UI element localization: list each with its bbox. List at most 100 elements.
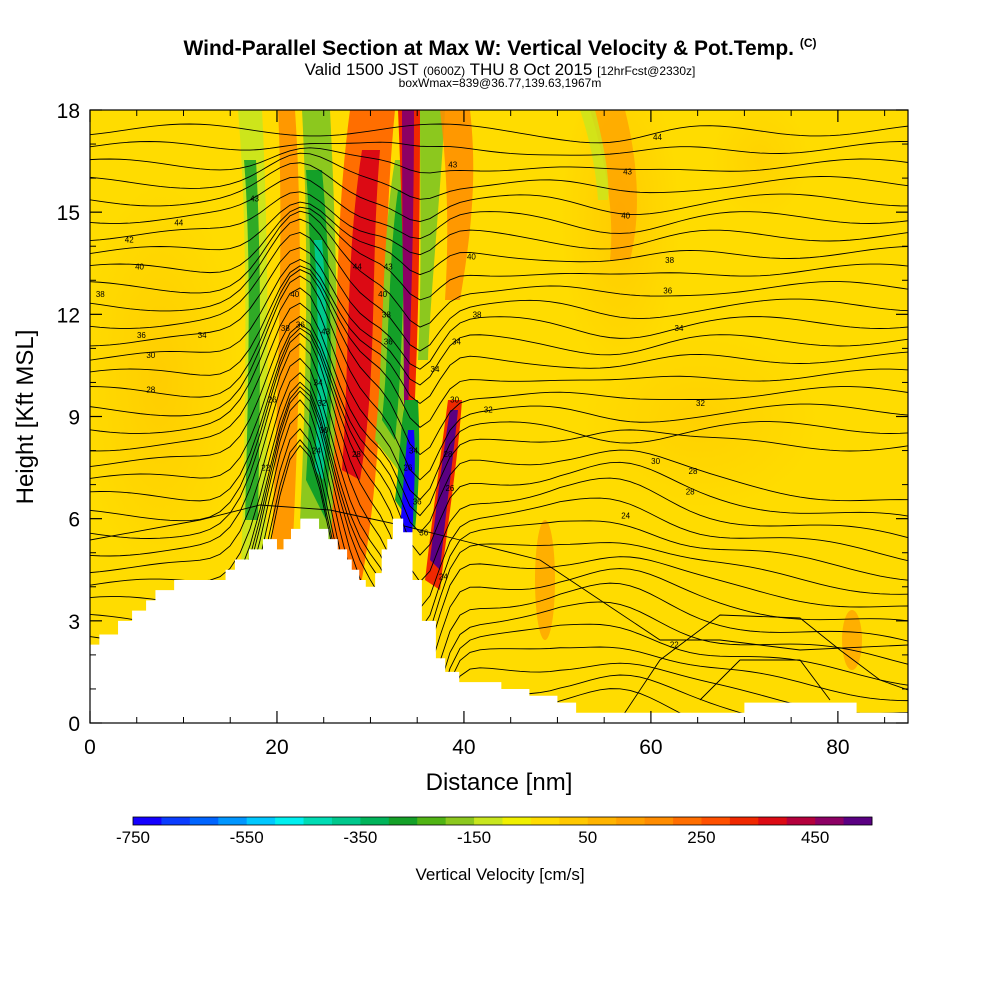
contour-label: 30	[146, 351, 155, 360]
contour-label: 28	[686, 487, 695, 496]
colorbar-swatch	[331, 817, 361, 825]
x-tick-label: 20	[265, 736, 288, 759]
y-tick-label: 3	[68, 611, 80, 634]
boxwmax-label: boxWmax=839@36.77,139.63,1967m	[398, 76, 602, 90]
contour-label: 38	[473, 310, 482, 319]
colorbar-swatch	[758, 817, 788, 825]
contour-label: 40	[467, 252, 476, 261]
contour-label: 43	[321, 327, 330, 336]
contour-line	[90, 231, 908, 370]
contour-label: 34	[431, 365, 440, 374]
colorbar-tick-label: -550	[230, 828, 264, 847]
downdraft-core	[314, 240, 328, 480]
colorbar-swatch	[701, 817, 731, 825]
colorbar-swatch	[673, 817, 702, 825]
x-axis-label: Distance [nm]	[426, 769, 573, 796]
updraft-core	[402, 110, 414, 420]
contour-line	[90, 269, 908, 456]
contour-label: 34	[409, 447, 418, 456]
colorbar-tick-label: -350	[343, 828, 377, 847]
contour-label: 36	[419, 528, 428, 537]
contour-label: 30	[450, 395, 459, 404]
contour-label: 32	[484, 406, 493, 415]
y-tick-label: 0	[68, 713, 80, 736]
colorbar-swatch	[843, 817, 873, 825]
contour-line	[90, 162, 908, 223]
x-tick-label: 40	[452, 736, 475, 759]
contour-label: 44	[653, 133, 662, 142]
contour-line	[90, 327, 908, 583]
contour-line	[90, 332, 908, 609]
colorbar-swatch	[559, 817, 589, 825]
colorbar-swatch	[474, 817, 503, 825]
colorbar-swatch	[786, 817, 816, 825]
contour-line	[90, 141, 908, 156]
contour-line	[90, 315, 908, 534]
contour-line	[90, 258, 908, 404]
colorbar-tick-label: 250	[687, 828, 715, 847]
contour-line	[90, 191, 908, 256]
contour-label: 34	[675, 324, 684, 333]
contour-label: 28	[689, 467, 698, 476]
colorbar-swatch	[530, 817, 560, 825]
contour-label: 38	[96, 290, 105, 299]
colorbar-label: Vertical Velocity [cm/s]	[415, 865, 584, 884]
contour-label: 36	[413, 498, 422, 507]
contour-label: 32	[696, 399, 705, 408]
contour-label: 40	[378, 290, 387, 299]
contour-label: 38	[665, 256, 674, 265]
chart-title: Wind-Parallel Section at Max W: Vertical…	[183, 36, 817, 60]
colorbar-tick-label: 50	[578, 828, 597, 847]
updraft-core	[342, 150, 380, 480]
colorbar-swatch	[587, 817, 617, 825]
x-tick-label: 0	[84, 736, 96, 759]
colorbar-swatch	[218, 817, 248, 825]
contour-label: 43	[623, 167, 632, 176]
colorbar-swatch	[360, 817, 390, 825]
contour-label: 40	[290, 290, 299, 299]
colorbar-swatch	[275, 817, 304, 825]
contour-label: 26	[403, 464, 412, 473]
contour-label: 34	[452, 338, 461, 347]
contour-label: 42	[125, 235, 134, 244]
contour-line	[90, 247, 908, 386]
contour-label: 28	[444, 450, 453, 459]
contour-label: 30	[651, 457, 660, 466]
colorbar-swatch	[502, 817, 532, 825]
contour-label: 34	[314, 378, 323, 387]
contour-label: 36	[663, 286, 672, 295]
contour-label: 43	[250, 195, 259, 204]
colorbar-swatch	[815, 817, 844, 825]
y-tick-label: 6	[68, 509, 80, 532]
contour-label: 40	[135, 263, 144, 272]
colorbar-swatch	[616, 817, 646, 825]
field-blob	[535, 520, 555, 640]
y-axis-label: Height [Kft MSL]	[12, 330, 39, 505]
contour-label: 26	[268, 395, 277, 404]
vertical-velocity-field: 44 42 40 38 36 34 30 28 43 40 38 26 22 36 43 34 32 30 24 44…	[90, 110, 908, 723]
contour-label: 28	[146, 385, 155, 394]
terrain	[90, 518, 908, 723]
colorbar-tick-label: 450	[801, 828, 829, 847]
y-tick-label: 9	[68, 407, 80, 430]
field-blob	[710, 110, 810, 220]
contour-line	[90, 504, 908, 651]
contour-label: 28	[352, 450, 361, 459]
colorbar-swatch	[189, 817, 219, 825]
colorbar-swatch	[445, 817, 475, 825]
contour-label: 30	[319, 426, 328, 435]
contour-label: 24	[312, 447, 321, 456]
contour-line	[90, 287, 908, 501]
colorbar-swatch	[303, 817, 333, 825]
contour-line	[90, 265, 908, 428]
colorbar-swatch	[246, 817, 276, 825]
downdraft-core	[244, 160, 260, 520]
colorbar-tick-label: -750	[116, 828, 150, 847]
contour-label: 36	[296, 321, 305, 330]
contour-line	[90, 210, 908, 328]
contour-label: 44	[174, 218, 183, 227]
contour-label: 22	[261, 464, 270, 473]
contour-line	[90, 343, 908, 631]
